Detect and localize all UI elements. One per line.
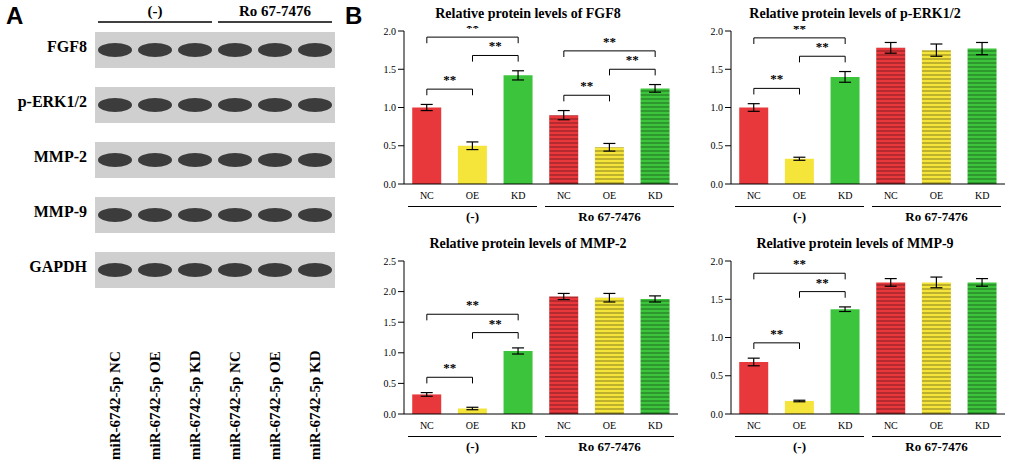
- svg-text:**: **: [626, 52, 639, 67]
- svg-text:**: **: [466, 26, 479, 35]
- svg-text:1.0: 1.0: [711, 332, 724, 343]
- svg-text:0.0: 0.0: [711, 179, 724, 190]
- svg-text:NC: NC: [420, 190, 434, 201]
- svg-text:OE: OE: [930, 420, 943, 431]
- svg-text:(-): (-): [148, 3, 163, 20]
- html-text:Ro 67-7476: Ro 67-7476: [905, 209, 968, 224]
- svg-text:2.0: 2.0: [711, 26, 724, 37]
- svg-text:NC: NC: [747, 420, 761, 431]
- svg-text:miR-6742-5p KD: miR-6742-5p KD: [187, 350, 203, 460]
- svg-text:KD: KD: [838, 420, 852, 431]
- svg-text:**: **: [770, 71, 783, 86]
- html-text:Relative protein levels of MMP: Relative protein levels of MMP-9: [756, 236, 954, 251]
- html-text:Relative protein levels of MMP: Relative protein levels of MMP-2: [429, 236, 627, 251]
- svg-text:**: **: [793, 256, 806, 271]
- svg-text:1.0: 1.0: [711, 102, 724, 113]
- html-text:Ro 67-7476: Ro 67-7476: [905, 439, 968, 454]
- svg-text:1.0: 1.0: [384, 347, 397, 358]
- svg-text:NC: NC: [420, 420, 434, 431]
- svg-text:**: **: [489, 316, 502, 331]
- svg-text:NC: NC: [557, 190, 571, 201]
- svg-text:miR-6742-5p OE: miR-6742-5p OE: [147, 351, 163, 460]
- svg-text:KD: KD: [511, 190, 525, 201]
- svg-text:**: **: [816, 39, 829, 54]
- svg-text:0.5: 0.5: [384, 140, 397, 151]
- svg-text:OE: OE: [466, 190, 479, 201]
- svg-text:1.5: 1.5: [384, 317, 397, 328]
- svg-text:MMP-9: MMP-9: [34, 203, 87, 220]
- svg-text:KD: KD: [975, 420, 989, 431]
- svg-text:NC: NC: [747, 190, 761, 201]
- svg-text:0.5: 0.5: [711, 140, 724, 151]
- svg-text:**: **: [443, 360, 456, 375]
- svg-text:KD: KD: [975, 190, 989, 201]
- svg-text:1.5: 1.5: [711, 294, 724, 305]
- svg-text:0.5: 0.5: [711, 370, 724, 381]
- svg-text:1.5: 1.5: [384, 64, 397, 75]
- html-text:A: A: [6, 2, 24, 29]
- svg-text:2.0: 2.0: [384, 26, 397, 37]
- svg-text:2.0: 2.0: [384, 286, 397, 297]
- svg-text:p-ERK1/2: p-ERK1/2: [18, 93, 87, 111]
- svg-text:**: **: [443, 72, 456, 87]
- svg-text:OE: OE: [466, 420, 479, 431]
- svg-text:**: **: [793, 26, 806, 36]
- svg-text:OE: OE: [793, 420, 806, 431]
- svg-text:MMP-2: MMP-2: [34, 148, 87, 165]
- svg-text:FGF8: FGF8: [47, 38, 87, 55]
- svg-text:2.5: 2.5: [384, 256, 397, 267]
- svg-text:OE: OE: [603, 420, 616, 431]
- svg-text:GAPDH: GAPDH: [29, 258, 87, 275]
- svg-text:miR-6742-5p NC: miR-6742-5p NC: [227, 351, 243, 460]
- svg-text:OE: OE: [603, 190, 616, 201]
- svg-text:2.0: 2.0: [711, 256, 724, 267]
- svg-text:**: **: [466, 297, 479, 312]
- svg-text:KD: KD: [511, 420, 525, 431]
- svg-text:**: **: [489, 38, 502, 53]
- svg-text:Ro 67-7476: Ro 67-7476: [239, 3, 312, 19]
- svg-text:KD: KD: [648, 420, 662, 431]
- html-text:Relative protein levels of p-E: Relative protein levels of p-ERK1/2: [749, 6, 961, 21]
- svg-text:miR-6742-5p KD: miR-6742-5p KD: [307, 350, 323, 460]
- svg-text:miR-6742-5p OE: miR-6742-5p OE: [267, 351, 283, 460]
- svg-text:OE: OE: [930, 190, 943, 201]
- html-text:Ro 67-7476: Ro 67-7476: [578, 209, 641, 224]
- svg-text:miR-6742-5p NC: miR-6742-5p NC: [107, 351, 123, 460]
- svg-text:**: **: [770, 326, 783, 341]
- svg-text:NC: NC: [884, 420, 898, 431]
- svg-text:**: **: [816, 275, 829, 290]
- svg-text:0.0: 0.0: [384, 179, 397, 190]
- svg-text:0.0: 0.0: [711, 409, 724, 420]
- svg-text:**: **: [603, 34, 616, 49]
- html-text:Ro 67-7476: Ro 67-7476: [578, 439, 641, 454]
- svg-text:NC: NC: [884, 190, 898, 201]
- svg-text:1.0: 1.0: [384, 102, 397, 113]
- svg-text:KD: KD: [838, 190, 852, 201]
- svg-text:0.0: 0.0: [384, 409, 397, 420]
- html-text:B: B: [345, 2, 363, 29]
- svg-text:0.5: 0.5: [384, 378, 397, 389]
- svg-text:NC: NC: [557, 420, 571, 431]
- html-text:Relative protein levels of FGF: Relative protein levels of FGF8: [435, 6, 621, 21]
- svg-text:1.5: 1.5: [711, 64, 724, 75]
- svg-text:**: **: [580, 78, 593, 93]
- svg-text:KD: KD: [648, 190, 662, 201]
- svg-text:OE: OE: [793, 190, 806, 201]
